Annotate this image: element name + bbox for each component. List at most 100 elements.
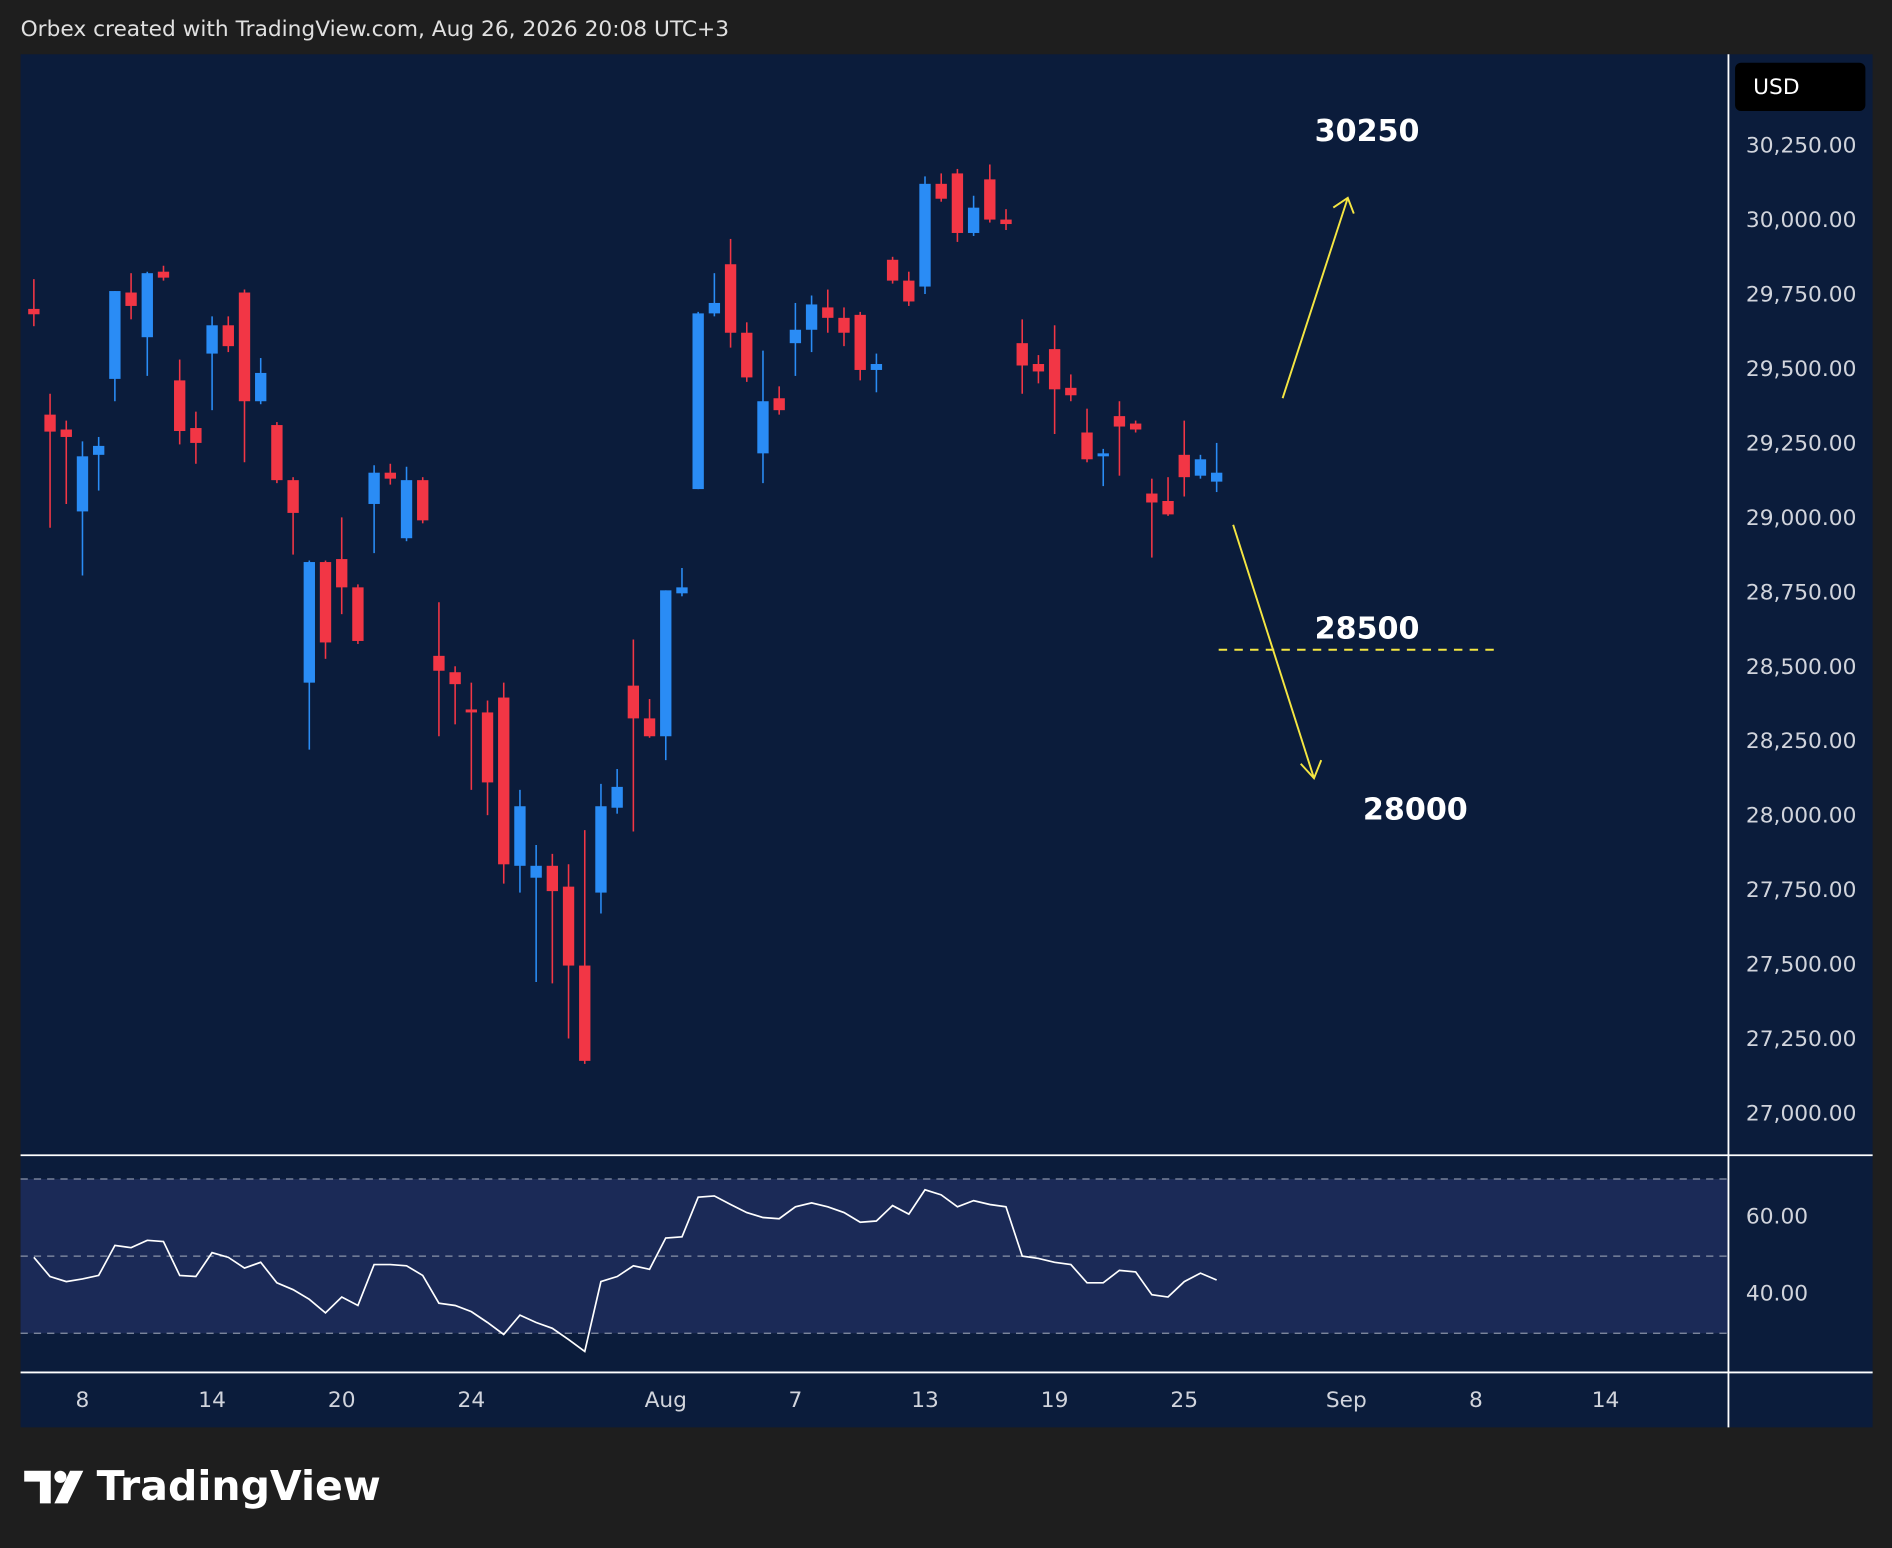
candle-body (141, 273, 153, 338)
candle-body (838, 317, 850, 333)
candle-body (1162, 500, 1174, 515)
x-tick-label: 24 (458, 1388, 486, 1413)
candle-body (157, 271, 170, 278)
candle-body (1210, 472, 1223, 482)
candle-body (222, 325, 234, 347)
candle-body (1081, 432, 1093, 460)
y-tick-label: 29,250.00 (1746, 431, 1856, 456)
candle-body (76, 456, 89, 512)
candle-body (643, 718, 656, 737)
candle-body (433, 655, 445, 671)
rsi-tick-label: 40.00 (1746, 1282, 1808, 1307)
candle-body (773, 398, 785, 411)
candle-body (903, 280, 915, 302)
x-tick-label: Sep (1326, 1388, 1367, 1413)
candle-body (967, 207, 980, 233)
candle-body (255, 372, 267, 402)
candle-body (789, 329, 802, 344)
candle-body (805, 304, 818, 330)
x-tick-label: 19 (1041, 1388, 1069, 1413)
candle-body (60, 429, 72, 437)
y-tick-label: 27,750.00 (1746, 878, 1856, 903)
candle-body (125, 292, 137, 306)
y-tick-label: 27,000.00 (1746, 1101, 1856, 1126)
y-tick-label: 27,250.00 (1746, 1027, 1856, 1052)
candle-body (1194, 459, 1207, 476)
y-tick-label: 28,500.00 (1746, 655, 1856, 680)
y-tick-label: 28,250.00 (1746, 729, 1856, 754)
candle-body (886, 259, 899, 281)
candle-body (303, 562, 315, 683)
x-tick-label: 25 (1170, 1388, 1198, 1413)
rsi-line (33, 1188, 1217, 1353)
candle-body (1048, 349, 1061, 390)
candle-body (546, 865, 559, 892)
candle-body (870, 364, 883, 370)
candle-body (449, 672, 461, 685)
candle-body (336, 559, 348, 588)
candle-body (1113, 416, 1126, 427)
candle-body (562, 886, 575, 966)
candle-body (951, 173, 964, 233)
candle-body (1065, 387, 1077, 396)
currency-label: USD (1753, 75, 1799, 100)
y-tick-label: 28,750.00 (1746, 580, 1856, 605)
candle-body (109, 291, 121, 379)
y-tick-label: 30,000.00 (1746, 208, 1856, 233)
candle-body (741, 332, 753, 378)
candle-body (676, 587, 688, 594)
candle-body (854, 314, 866, 370)
candle-body (1032, 364, 1045, 372)
candle-body (1146, 493, 1158, 503)
candle-body (1129, 423, 1142, 430)
x-tick-label: 7 (788, 1388, 802, 1413)
y-tick-label: 29,500.00 (1746, 357, 1856, 382)
candle-body (271, 425, 283, 481)
y-tick-label: 27,500.00 (1746, 953, 1856, 978)
y-tick-label: 30,250.00 (1746, 134, 1856, 159)
candle-body (984, 179, 996, 220)
x-tick-label: 14 (1592, 1388, 1620, 1413)
candle-body (481, 712, 494, 783)
candle-body (935, 183, 947, 199)
rsi-tick-label: 60.00 (1746, 1205, 1808, 1230)
candle-body (1097, 453, 1109, 457)
x-tick-label: 8 (1469, 1388, 1483, 1413)
candle-body (919, 183, 931, 287)
y-tick-label: 29,000.00 (1746, 506, 1856, 531)
candle-body (498, 697, 510, 865)
annotation: 28500 (1315, 611, 1420, 646)
candle-body (660, 590, 672, 737)
candle-body (692, 313, 704, 490)
arrow-up (1281, 196, 1355, 399)
candle-body (579, 965, 591, 1061)
candle-body (319, 562, 332, 643)
candle-body (352, 587, 364, 641)
footer-logo-text: TradingView (97, 1462, 381, 1510)
candle-body (400, 480, 413, 539)
candle-body (93, 445, 105, 455)
header-text: Orbex created with TradingView.com, Aug … (21, 17, 729, 42)
x-tick-label: 8 (76, 1388, 90, 1413)
y-tick-label: 28,000.00 (1746, 804, 1856, 829)
candle-body (1016, 343, 1028, 366)
x-tick-label: 13 (911, 1388, 939, 1413)
candle-body (465, 709, 478, 713)
y-tick-label: 29,750.00 (1746, 283, 1856, 308)
footer-logo-icon (24, 1470, 84, 1504)
candle-body (44, 414, 56, 432)
x-tick-label: 20 (328, 1388, 356, 1413)
candle-body (822, 307, 834, 318)
annotation: 30250 (1315, 114, 1420, 149)
currency-badge[interactable] (1735, 62, 1866, 112)
candle-body (1000, 219, 1012, 225)
candle-body (417, 480, 429, 521)
x-tick-label: 14 (198, 1388, 226, 1413)
candle-body (206, 325, 218, 354)
candle-body (757, 401, 769, 454)
candle-body (174, 380, 186, 432)
candle-body (28, 308, 40, 315)
x-tick-label: Aug (645, 1388, 687, 1413)
